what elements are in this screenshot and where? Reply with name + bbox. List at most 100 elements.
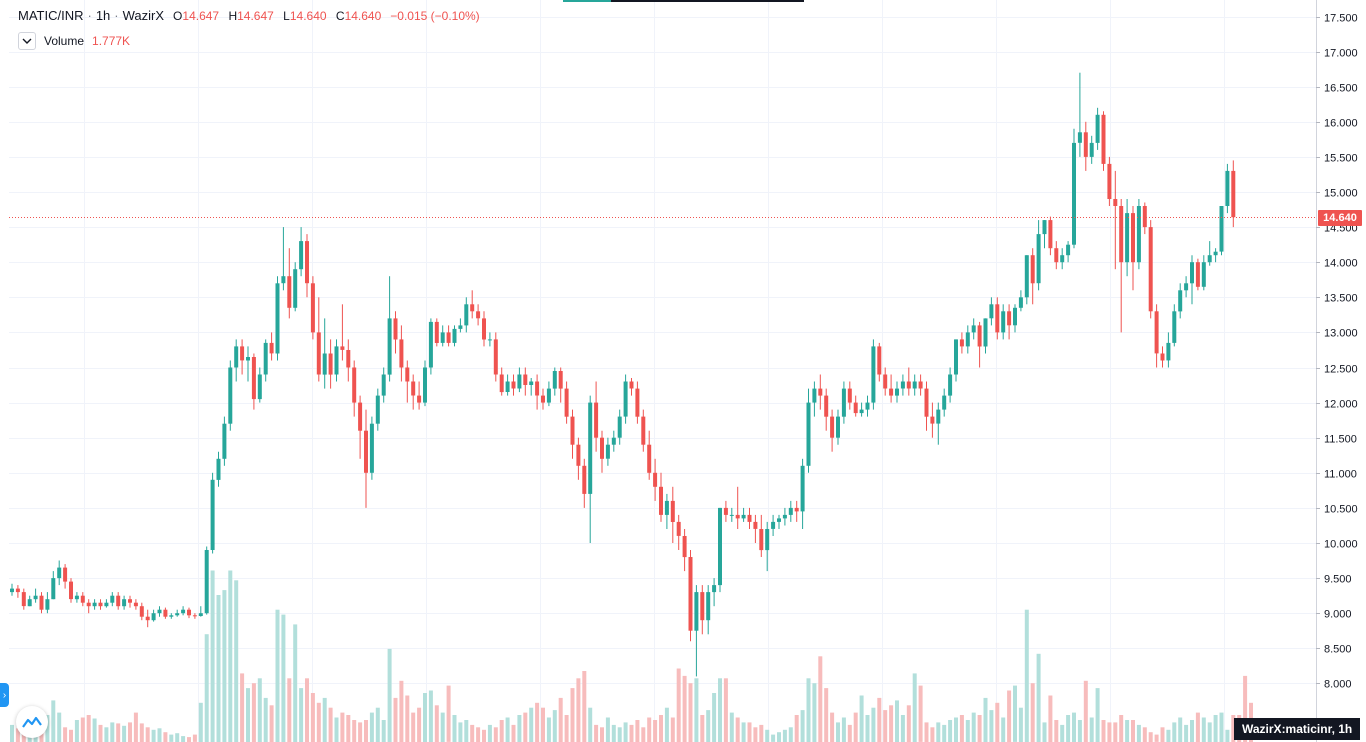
candle-body [1042, 220, 1047, 235]
candle [948, 367, 953, 403]
volume-bar [257, 678, 262, 742]
volume-bar [747, 722, 752, 742]
candle-body [440, 332, 445, 343]
candle [1154, 304, 1159, 368]
candle [558, 367, 563, 403]
candle [334, 339, 339, 382]
candle-body [588, 402, 593, 494]
candle-body [10, 588, 14, 593]
candle-body [912, 381, 917, 389]
candle [210, 472, 215, 554]
candle [794, 500, 799, 522]
candle-body [629, 381, 634, 389]
volume-value: 1.777K [92, 34, 131, 48]
candle-body [104, 602, 109, 607]
candle-body [1083, 132, 1088, 157]
volume-bar [151, 729, 156, 742]
candle [824, 388, 829, 431]
candle-body [623, 381, 628, 417]
candle [369, 416, 374, 480]
candle-body [782, 514, 787, 519]
side-panel-toggle[interactable]: › [0, 683, 9, 707]
candle-body [1142, 206, 1147, 228]
volume-bar [104, 727, 109, 742]
volume-bar [1243, 675, 1248, 742]
candle [753, 514, 758, 543]
collapse-legend-button[interactable] [18, 32, 36, 50]
candle-body [234, 346, 239, 368]
candle [251, 353, 256, 410]
candle-body [594, 402, 599, 438]
candle-body [499, 374, 504, 393]
candle [759, 514, 764, 557]
volume-bar [1160, 727, 1165, 742]
candle [959, 332, 964, 354]
candle-body [375, 395, 380, 424]
price-tick-label: 9.000 [1324, 609, 1352, 621]
candle-body [883, 374, 888, 389]
volume-bar [15, 728, 20, 742]
candle [181, 606, 186, 616]
volume-bar [623, 722, 628, 742]
volume-bar [1131, 720, 1135, 742]
volume-bar [51, 700, 56, 742]
volume-bar [523, 712, 528, 742]
candle [104, 599, 109, 608]
volume-bar [771, 734, 776, 742]
candle-body [452, 328, 457, 343]
candle-body [74, 595, 79, 600]
candle-body [788, 507, 793, 515]
interval-label[interactable]: 1h [95, 8, 111, 23]
volume-bar [930, 727, 935, 742]
candle-body [1030, 255, 1035, 284]
candle [163, 607, 168, 619]
candle-body [552, 371, 557, 389]
volume-bar [812, 683, 817, 742]
candle [942, 388, 947, 417]
volume-bar [145, 727, 150, 742]
candle [487, 332, 492, 347]
candle-body [971, 325, 976, 333]
candle-body [1231, 170, 1236, 218]
candle [222, 416, 227, 466]
candle [883, 367, 888, 396]
candle-body [753, 521, 758, 529]
volume-bar [794, 715, 799, 742]
grid [9, 0, 1316, 742]
volume-bar [629, 724, 634, 742]
tradingview-logo-button[interactable] [16, 706, 48, 738]
price-axis[interactable]: 17.50017.00016.50016.00015.50015.00014.5… [1316, 13, 1358, 691]
volume-bar [246, 688, 250, 742]
candle [275, 276, 280, 361]
candle [98, 599, 103, 610]
candle-body [69, 581, 73, 600]
candle-body [1131, 213, 1135, 263]
candle [535, 374, 540, 410]
volume-bar [541, 707, 545, 742]
candle [346, 339, 351, 382]
volume-bar [240, 673, 245, 742]
high-label: H [228, 9, 238, 23]
candle-body [1119, 206, 1124, 263]
volume-bar [936, 722, 941, 742]
volume-bar [482, 729, 486, 742]
candle-body [340, 346, 345, 350]
volume-bar [788, 727, 793, 742]
volume-bar [458, 722, 463, 742]
volume-bar [664, 707, 669, 742]
candle-body [959, 339, 964, 347]
volume-bar [546, 717, 551, 742]
price-tick-label: 11.500 [1324, 434, 1357, 446]
candle-body [723, 507, 728, 515]
candle-body [1125, 213, 1130, 263]
candle-body [1201, 262, 1206, 287]
volume-bar [1125, 720, 1130, 742]
symbol-name[interactable]: MATIC/INR [18, 8, 84, 23]
candle-body [1219, 206, 1224, 252]
candle-body [700, 592, 705, 621]
candle [198, 606, 203, 617]
candle-body [240, 346, 245, 361]
symbol-legend[interactable]: MATIC/INR · 1h · WazirX O14.647 H14.647 … [18, 8, 480, 23]
candle [629, 378, 634, 396]
